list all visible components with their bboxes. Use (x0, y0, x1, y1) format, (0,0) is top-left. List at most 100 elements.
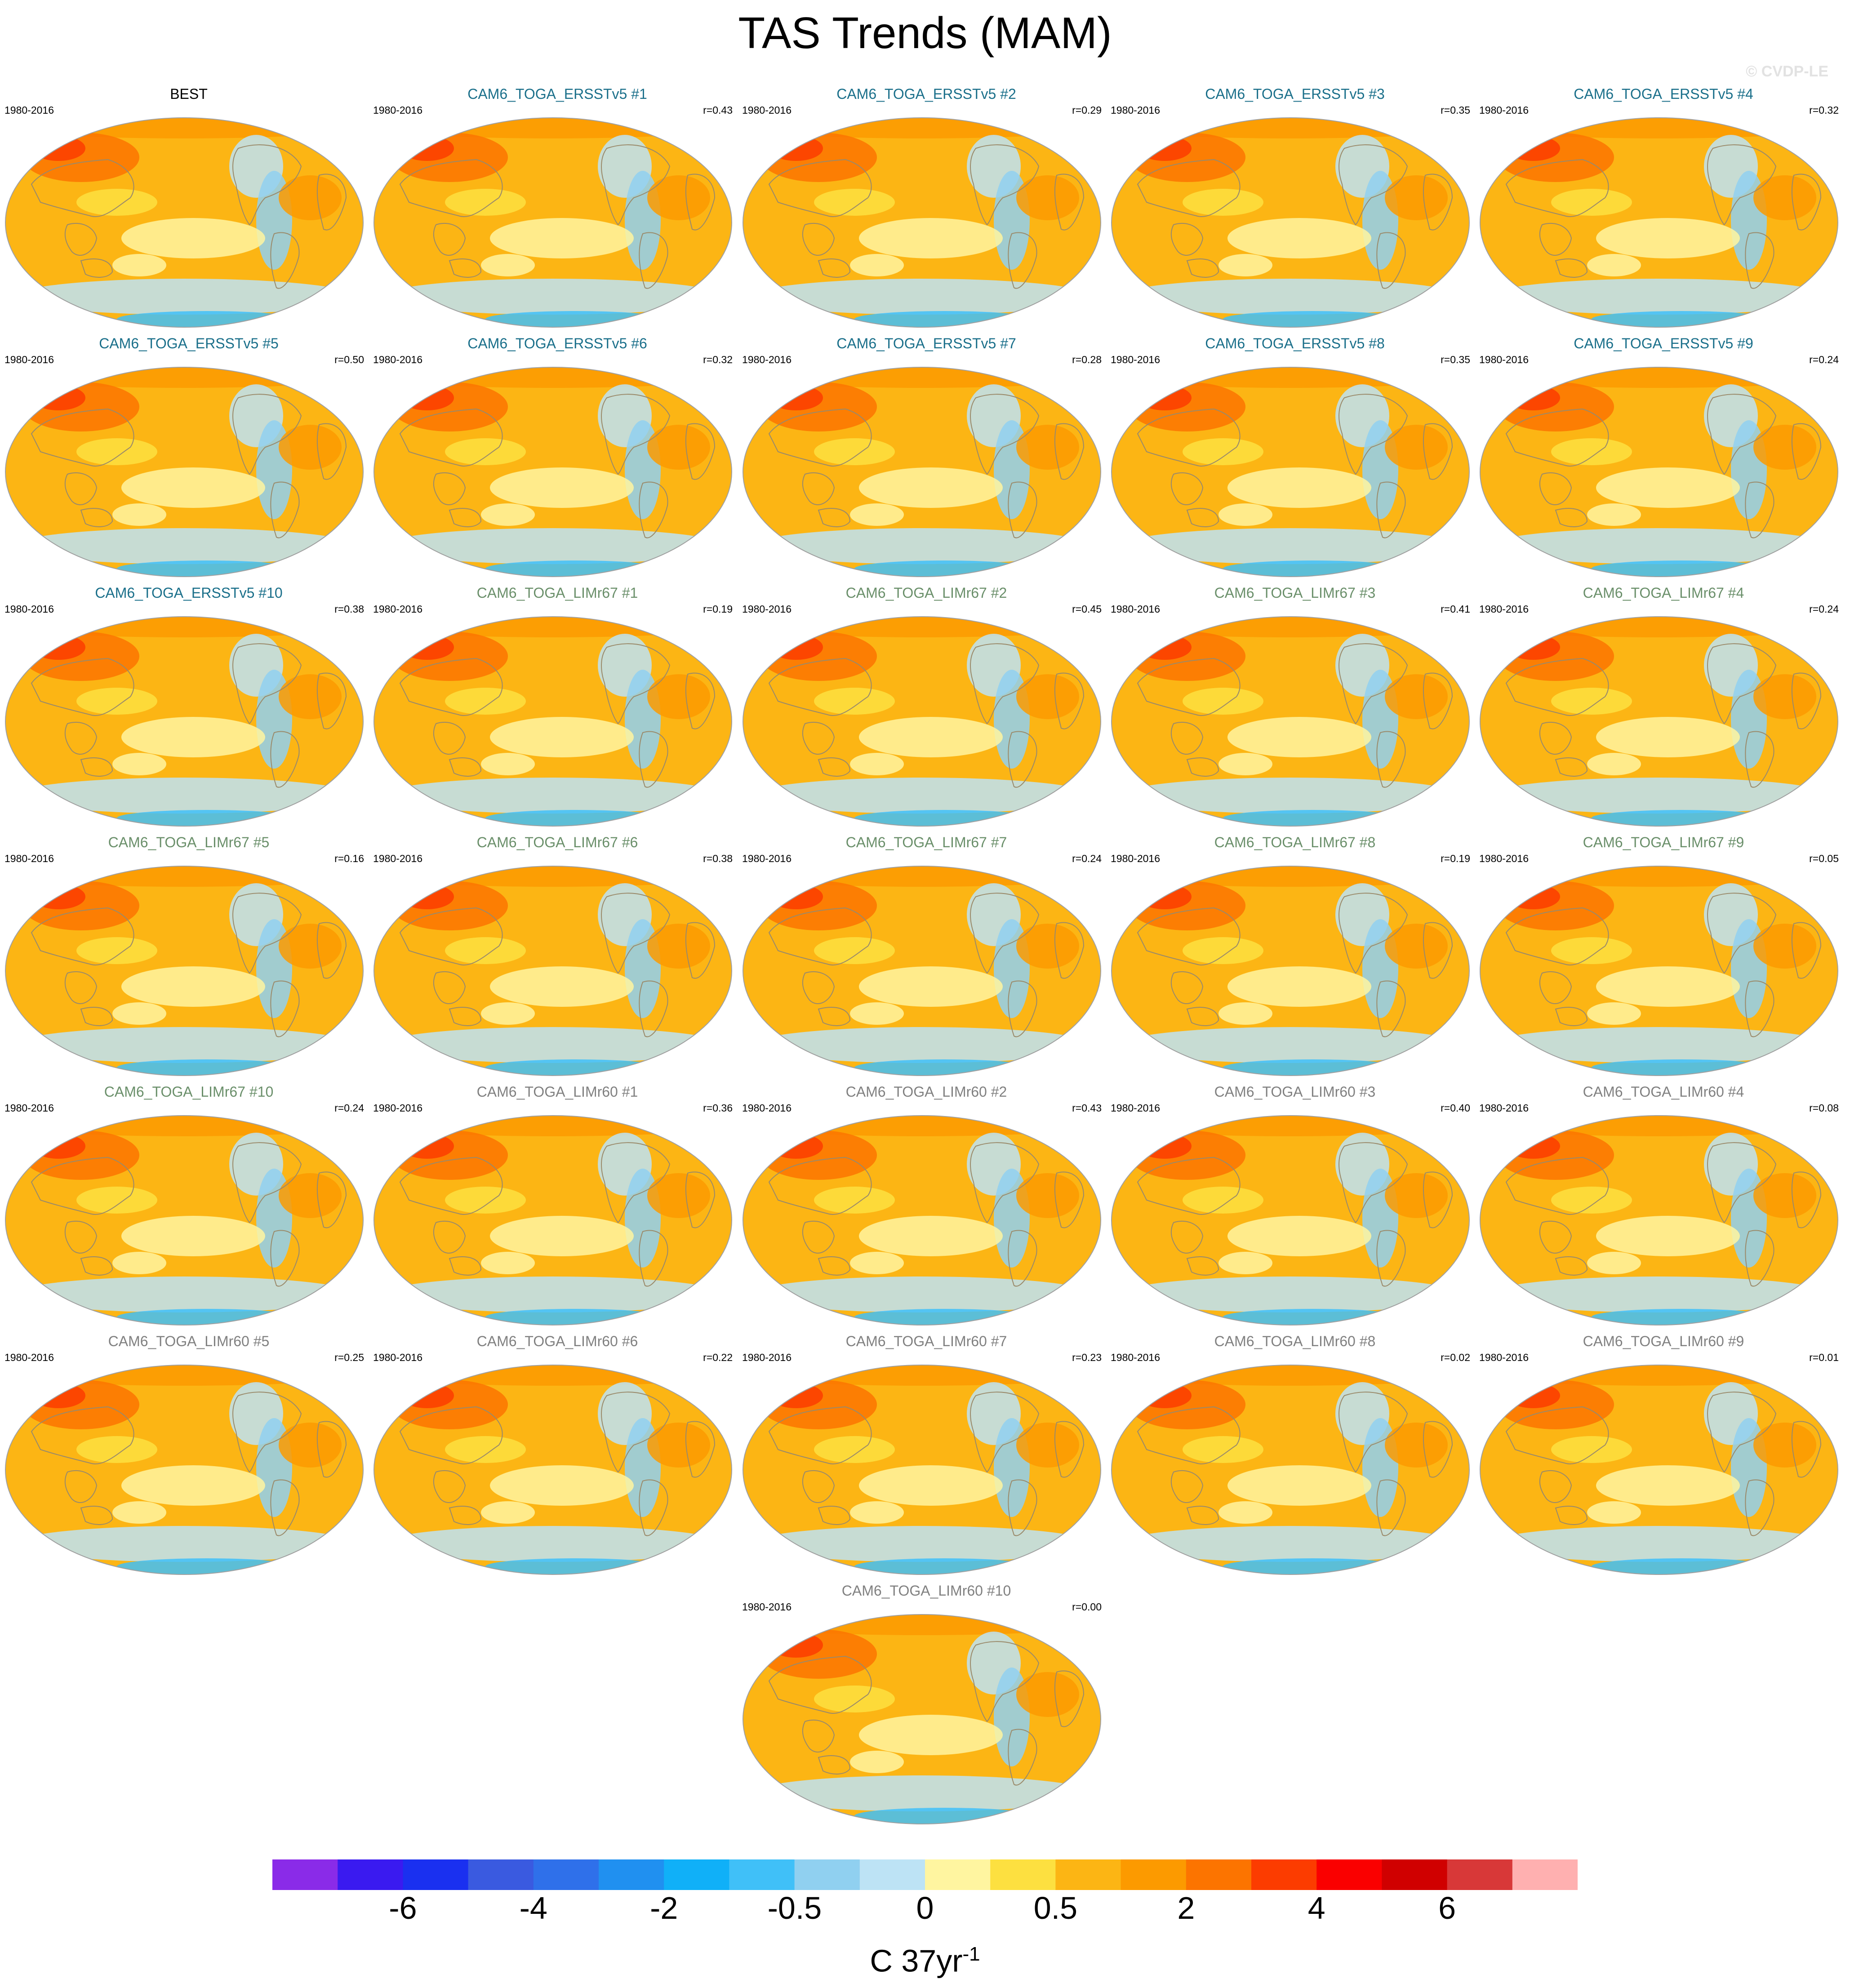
anomaly-region (121, 218, 265, 258)
anomaly-region (1753, 674, 1816, 719)
coastline (433, 1220, 466, 1254)
anomaly-region (112, 1002, 166, 1025)
anomaly-region (1488, 1526, 1830, 1562)
units-exponent: -1 (962, 1943, 980, 1965)
coastline (1745, 731, 1774, 788)
coastline (768, 658, 872, 716)
coastline (818, 1755, 851, 1775)
panel-correlation: r=0.40 (1441, 1102, 1470, 1114)
map-outline (5, 367, 364, 577)
coastline (802, 1719, 835, 1753)
coastline (970, 1641, 1040, 1722)
coastline (1008, 731, 1037, 788)
anomaly-region (445, 1187, 526, 1214)
coastline (1539, 1220, 1572, 1254)
coastline (1707, 394, 1777, 475)
coastline (433, 472, 466, 506)
anomaly-region (1551, 438, 1632, 465)
anomaly-region (1120, 279, 1461, 315)
trend-map (743, 866, 1101, 1076)
panel-correlation: r=0.28 (1072, 354, 1102, 365)
anomaly-region (1497, 632, 1614, 681)
map-panel: CAM6_TOGA_LIMr60 #7 1980-2016 r=0.23 (742, 1333, 1111, 1578)
coastline (1137, 1406, 1241, 1464)
coastline (1170, 222, 1204, 256)
anomaly-region (279, 1423, 342, 1468)
coastline (818, 1256, 851, 1276)
anomaly-region (1551, 688, 1632, 715)
panel-period: 1980-2016 (4, 603, 54, 615)
map-panel: CAM6_TOGA_ERSSTv5 #1 1980-2016 r=0.43 (373, 85, 742, 330)
watermark: © CVDP-LE (1746, 63, 1828, 80)
anomaly-region (647, 1173, 710, 1218)
units-text: C 37yr (870, 1943, 963, 1979)
coastline (970, 643, 1040, 725)
anomaly-region (859, 966, 1003, 1007)
coastline (1791, 672, 1822, 729)
anomaly-region (814, 438, 895, 465)
colorbar-tick-label: -2 (650, 1890, 678, 1926)
coastline (1707, 893, 1777, 974)
map-outline (1480, 1115, 1838, 1325)
trend-map (5, 367, 364, 577)
panel-title: CAM6_TOGA_LIMr67 #5 (108, 834, 270, 850)
panel-period: 1980-2016 (1111, 1102, 1160, 1114)
coastline (639, 232, 668, 289)
coastline (1539, 971, 1572, 1005)
coastline (970, 893, 1040, 974)
anomaly-region (859, 218, 1003, 258)
anomaly-region (751, 1276, 1093, 1312)
anomaly-region (1480, 118, 1838, 138)
coastline (1376, 1479, 1406, 1536)
anomaly-region (1488, 1027, 1830, 1063)
coastline (1505, 159, 1609, 217)
anomaly-region (1120, 778, 1461, 814)
anomaly-region (743, 367, 1101, 388)
trend-map (1480, 1365, 1838, 1575)
panel-correlation: r=0.24 (1809, 354, 1839, 365)
panel-title: CAM6_TOGA_LIMr60 #9 (1583, 1333, 1744, 1349)
panel-title: CAM6_TOGA_LIMr60 #10 (841, 1583, 1011, 1599)
coastline (399, 907, 503, 965)
panel-correlation: r=0.05 (1809, 853, 1839, 864)
anomaly-region (814, 1187, 895, 1214)
anomaly-region (490, 467, 634, 508)
anomaly-region (647, 924, 710, 969)
coastline (1137, 907, 1241, 965)
coastline (1186, 757, 1219, 777)
coastline (639, 1479, 668, 1536)
anomaly-region (391, 1380, 508, 1429)
coastline (399, 658, 503, 716)
panel-period: 1980-2016 (1479, 1102, 1529, 1114)
anomaly-region (751, 1027, 1093, 1063)
anomaly-region (382, 778, 724, 814)
anomaly-region (490, 218, 634, 258)
coastline (970, 1142, 1040, 1223)
map-panel: CAM6_TOGA_ERSSTv5 #5 1980-2016 r=0.50 (4, 335, 373, 580)
panel-correlation: r=0.16 (334, 853, 364, 864)
coastline (1555, 258, 1588, 278)
panel-title: CAM6_TOGA_ERSSTv5 #1 (467, 86, 647, 102)
anomaly-region (760, 382, 877, 431)
trend-map (5, 866, 364, 1076)
trend-map (374, 866, 732, 1076)
coastline (1745, 1230, 1774, 1287)
coastline (639, 980, 668, 1037)
anomaly-region (1219, 254, 1272, 276)
coastline (768, 1655, 872, 1714)
coastline (1376, 1230, 1406, 1287)
anomaly-region (76, 438, 157, 465)
coastline (970, 144, 1040, 226)
anomaly-region (1385, 1423, 1448, 1468)
coastline (802, 721, 835, 755)
coastline (1745, 481, 1774, 538)
panel-period: 1980-2016 (742, 1601, 792, 1613)
coastline (80, 757, 113, 777)
anomaly-region (743, 1365, 1101, 1386)
coastline (80, 1506, 113, 1525)
coastline (64, 1470, 98, 1503)
panel-title: CAM6_TOGA_ERSSTv5 #7 (836, 335, 1016, 351)
anomaly-region (1488, 778, 1830, 814)
anomaly-region (743, 866, 1101, 887)
anomaly-region (859, 467, 1003, 508)
